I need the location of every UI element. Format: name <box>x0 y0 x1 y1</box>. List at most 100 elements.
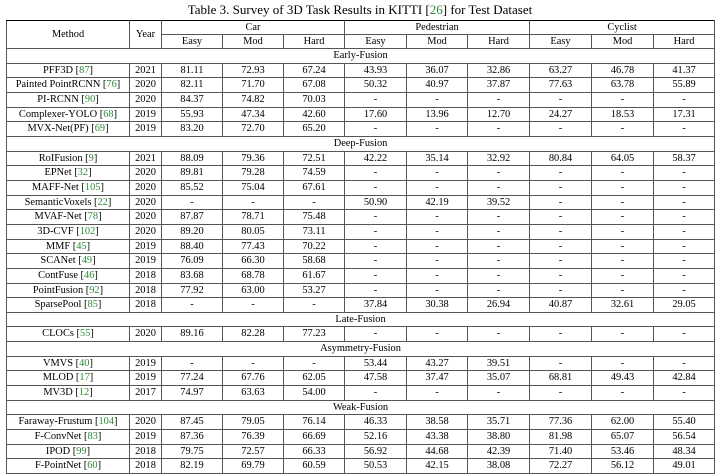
score-cell: - <box>467 165 531 181</box>
method-reference[interactable]: 55 <box>79 328 91 340</box>
method-reference[interactable]: 69 <box>94 123 106 135</box>
score-cell: 46.33 <box>344 414 408 431</box>
score-cell: 72.57 <box>222 443 284 460</box>
method-cell: MVAF-Net [78] <box>6 209 130 225</box>
score-cell: - <box>591 282 655 299</box>
score-cell: - <box>282 355 346 372</box>
score-cell: - <box>344 91 408 108</box>
score-cell: 32.61 <box>591 297 655 313</box>
score-cell: 88.09 <box>161 150 223 167</box>
score-cell: - <box>529 194 593 211</box>
table-row: Complexer-YOLO [68] 2019 55.93 47.34 42.60 17… <box>6 106 716 123</box>
score-cell: 39.51 <box>467 355 531 372</box>
method-reference[interactable]: 90 <box>84 93 96 105</box>
method-reference[interactable]: 32 <box>77 167 89 179</box>
score-cell: 43.27 <box>406 355 469 372</box>
method-name: ContFuse <box>38 269 78 281</box>
score-cell: - <box>529 282 593 299</box>
method-name: IPOD <box>45 445 71 457</box>
method-reference[interactable]: 78 <box>87 211 99 223</box>
score-cell: 82.11 <box>161 77 223 93</box>
score-cell: - <box>344 223 408 240</box>
section-row: Late-Fusion <box>5 311 716 328</box>
method-reference[interactable]: 99 <box>76 445 87 457</box>
score-cell: - <box>591 326 655 343</box>
score-cell: 87.87 <box>161 209 223 225</box>
score-cell: - <box>406 91 469 108</box>
method-name: CLOCs <box>42 328 74 340</box>
method-reference[interactable]: 46 <box>84 269 95 281</box>
score-cell: 72.27 <box>529 458 593 474</box>
score-cell: 65.20 <box>282 121 346 137</box>
method-reference[interactable]: 87 <box>79 64 90 76</box>
score-cell: 66.33 <box>282 443 346 460</box>
table-row: ContFuse [46] 2018 83.68 68.78 61.67- - - - - - <box>6 267 716 284</box>
method-name: 3D-CVF <box>37 225 74 237</box>
score-cell: 67.24 <box>282 62 346 79</box>
score-cell: - <box>222 355 284 372</box>
score-cell: - <box>406 267 469 284</box>
header-cyclist-mod: Mod <box>591 34 655 49</box>
method-reference[interactable]: 49 <box>81 255 93 267</box>
method-cell: MVX-Net(PF) [69] <box>6 121 130 137</box>
caption-reference[interactable]: 26 <box>429 2 443 17</box>
method-reference[interactable]: 17 <box>79 372 90 384</box>
score-cell: 53.46 <box>591 443 655 460</box>
method-cell: CLOCs [55] <box>6 326 130 343</box>
method-reference[interactable]: 102 <box>79 225 96 237</box>
score-cell: 32.92 <box>467 150 531 167</box>
table-body: Early-Fusion PFF3D [87] 2021 81.11 72.93 67.2… <box>5 48 716 474</box>
header-group-cyclist: Cyclist <box>529 20 716 35</box>
method-reference[interactable]: 104 <box>98 416 115 428</box>
score-cell: 56.92 <box>344 443 408 460</box>
method-reference[interactable]: 85 <box>87 299 98 311</box>
method-name: SemanticVoxels <box>24 196 92 208</box>
score-cell: 43.93 <box>344 62 408 79</box>
score-cell: 64.05 <box>591 150 655 167</box>
score-cell: - <box>591 121 655 137</box>
score-cell: 32.86 <box>467 62 531 79</box>
method-reference[interactable]: 40 <box>79 357 90 369</box>
header-group-pedestrian: Pedestrian <box>344 20 531 35</box>
score-cell: - <box>653 223 716 240</box>
score-cell: 81.11 <box>161 62 223 79</box>
score-cell: 60.59 <box>282 458 346 474</box>
score-cell: 40.87 <box>529 297 593 313</box>
method-reference[interactable]: 60 <box>87 460 98 472</box>
score-cell: 29.05 <box>653 297 716 313</box>
score-cell: 43.38 <box>406 429 469 445</box>
table-row: Painted PointRCNN [76] 2020 82.11 71.70 67.0… <box>6 77 716 93</box>
score-cell: - <box>467 179 531 196</box>
header-pedestrian-easy: Easy <box>344 34 408 49</box>
score-cell: 76.39 <box>222 429 284 445</box>
score-cell: 38.58 <box>406 414 469 431</box>
score-cell: 88.40 <box>161 238 223 255</box>
score-cell: 74.59 <box>282 165 346 181</box>
score-cell: - <box>653 179 716 196</box>
score-cell: - <box>529 326 593 343</box>
method-cell: RoIFusion [9] <box>6 150 130 167</box>
score-cell: 79.05 <box>222 414 284 431</box>
score-cell: - <box>406 282 469 299</box>
method-reference[interactable]: 22 <box>97 196 108 208</box>
score-cell: - <box>406 326 469 343</box>
method-reference[interactable]: 45 <box>76 240 87 252</box>
method-reference[interactable]: 68 <box>103 108 114 120</box>
method-reference[interactable]: 83 <box>87 431 98 443</box>
method-reference[interactable]: 105 <box>84 181 101 193</box>
method-cell: PFF3D [87] <box>6 62 130 79</box>
score-cell: - <box>591 253 655 269</box>
method-reference[interactable]: 12 <box>78 387 90 399</box>
score-cell: 37.84 <box>344 297 408 313</box>
header-method: Method <box>6 20 130 49</box>
score-cell: 72.70 <box>222 121 284 137</box>
year-cell: 2020 <box>129 91 162 108</box>
header-pedestrian-hard: Hard <box>467 34 531 49</box>
score-cell: 53.44 <box>344 355 408 372</box>
method-reference[interactable]: 9 <box>88 152 94 164</box>
method-reference[interactable]: 76 <box>106 79 117 91</box>
score-cell: 35.71 <box>467 414 531 431</box>
section-row: Asymmetry-Fusion <box>5 341 716 357</box>
header-year: Year <box>129 20 162 49</box>
method-reference[interactable]: 92 <box>89 284 100 296</box>
